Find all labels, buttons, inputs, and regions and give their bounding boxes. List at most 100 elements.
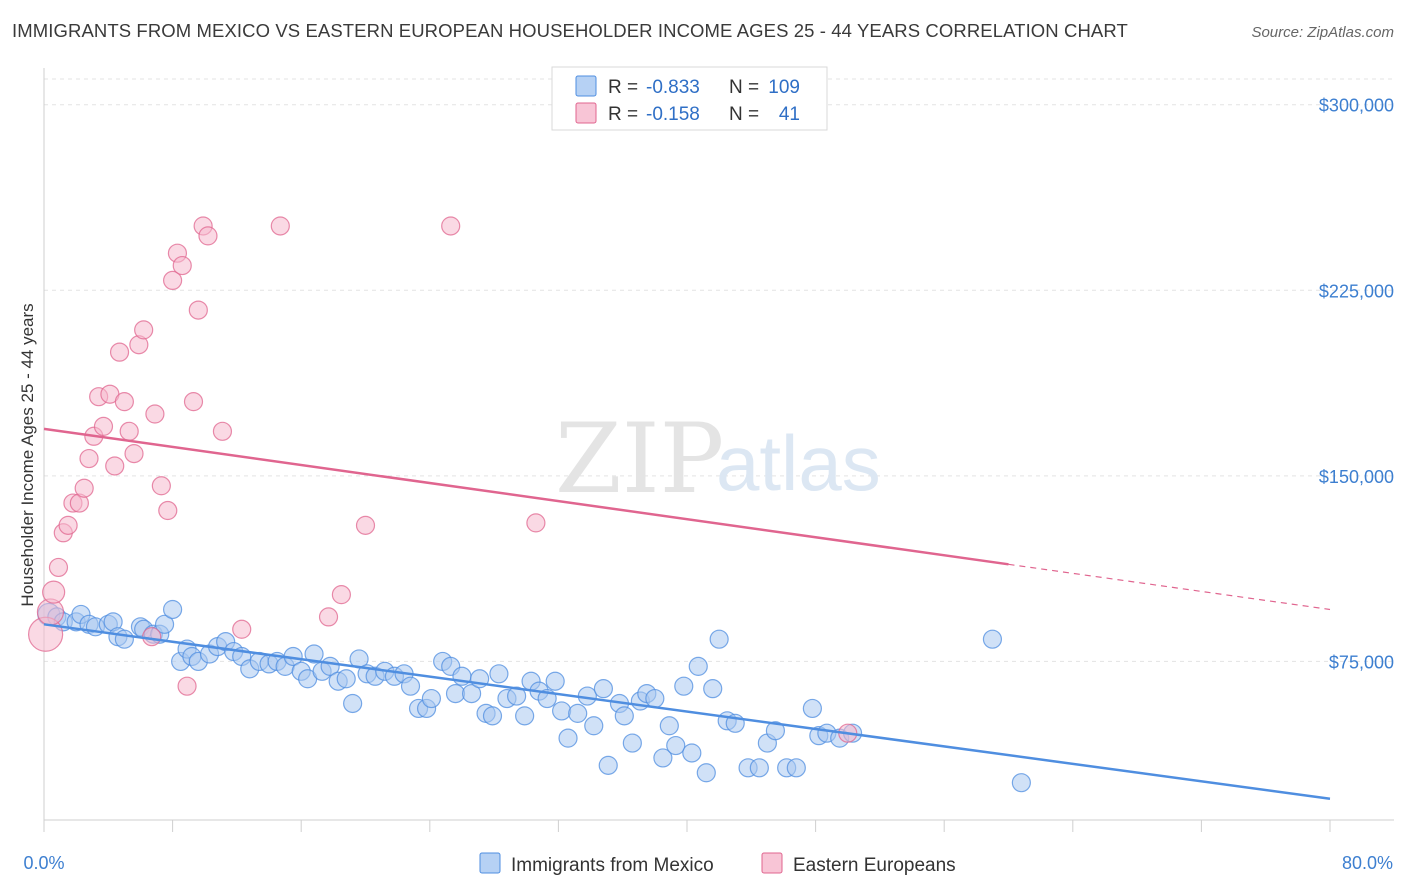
legend-n-value-mexico: 109 [768,77,800,98]
point-eastern-europeans [114,392,134,412]
point-eastern-europeans [172,255,192,276]
trend-line-eastern [43,427,1009,566]
grid-lines [44,78,1394,662]
y-tick-label: $150,000 [1319,467,1394,487]
legend-r-value-mexico: -0.833 [646,77,700,98]
x-tick-labels: 0.0% 80.0% [23,853,1393,873]
point-immigrants-from-mexico [749,758,769,778]
point-eastern-europeans [183,392,204,412]
point-eastern-europeans [441,216,461,236]
point-immigrants-from-mexico [674,676,694,696]
trend-lines [43,427,1331,800]
point-immigrants-from-mexico [343,693,363,714]
chart-title: IMMIGRANTS FROM MEXICO VS EASTERN EUROPE… [12,20,1128,41]
point-eastern-europeans [48,557,69,578]
y-axis-title: Householder Income Ages 25 - 44 years [18,303,37,606]
point-eastern-europeans [42,580,66,604]
point-immigrants-from-mexico [445,683,466,704]
point-immigrants-from-mexico [645,688,665,709]
point-eastern-europeans [124,444,144,464]
axes [43,68,1394,832]
point-eastern-europeans [270,216,290,236]
point-eastern-europeans [526,513,546,533]
point-immigrants-from-mexico [666,735,686,756]
point-immigrants-from-mexico [515,706,535,726]
point-eastern-europeans [79,448,99,469]
point-eastern-europeans [105,456,125,476]
point-immigrants-from-mexico [709,629,729,649]
point-eastern-europeans [198,226,218,246]
point-immigrants-from-mexico [688,656,708,676]
point-immigrants-from-mexico [1011,773,1031,793]
bottom-legend: Immigrants from Mexico Eastern Europeans [479,852,956,876]
legend-n-label-eastern: N = [729,104,759,125]
legend-r-value-eastern: -0.158 [646,104,700,125]
point-immigrants-from-mexico [489,664,509,684]
point-immigrants-from-mexico [421,688,442,709]
point-eastern-europeans [119,421,139,441]
watermark-atlas: atlas [716,419,881,507]
legend-r-label-eastern: R = [608,104,638,125]
point-eastern-europeans [331,585,351,605]
point-eastern-europeans [74,478,94,498]
trend-line-eastern-extension [1008,563,1331,611]
point-immigrants-from-mexico [622,733,642,753]
y-tick-label: $300,000 [1319,96,1394,116]
point-eastern-europeans [318,607,339,627]
point-eastern-europeans [58,515,78,535]
point-immigrants-from-mexico [982,629,1003,649]
point-immigrants-from-mexico [114,629,134,649]
point-immigrants-from-mexico [584,716,604,736]
point-immigrants-from-mexico [703,679,723,699]
point-immigrants-from-mexico [461,683,482,704]
legend-swatch-mexico [575,75,597,97]
point-eastern-europeans [232,619,252,639]
point-immigrants-from-mexico [545,671,565,691]
point-immigrants-from-mexico [400,676,421,696]
point-immigrants-from-mexico [802,698,822,719]
watermark: ZIP atlas [555,403,881,515]
point-immigrants-from-mexico [552,701,572,721]
point-eastern-europeans [109,342,130,362]
trend-line-mexico [43,623,1331,800]
point-eastern-europeans [355,515,376,535]
point-immigrants-from-mexico [304,644,324,664]
point-eastern-europeans [177,676,197,696]
point-eastern-europeans [163,270,183,291]
bottom-legend-swatch-mexico [479,852,501,874]
point-eastern-europeans [142,627,162,647]
point-immigrants-from-mexico [336,669,356,689]
point-immigrants-from-mexico [558,728,578,748]
point-immigrants-from-mexico [659,716,679,736]
point-immigrants-from-mexico [154,614,175,634]
point-immigrants-from-mexico [765,721,786,741]
legend-n-value-eastern: 41 [779,104,800,125]
point-immigrants-from-mexico [598,755,618,775]
point-immigrants-from-mexico [507,686,527,706]
point-eastern-europeans [212,421,233,441]
point-immigrants-from-mexico [786,758,806,778]
point-immigrants-from-mexico [614,706,634,726]
legend-r-label-mexico: R = [608,77,638,98]
point-eastern-europeans [93,416,114,436]
point-eastern-europeans [151,476,171,496]
point-immigrants-from-mexico [696,763,716,783]
stats-legend: R = -0.833 N = 109 R = -0.158 N = 41 [551,66,828,131]
stats-legend-box [551,66,828,131]
legend-swatch-eastern [575,102,597,124]
point-eastern-europeans [188,300,208,320]
x-tick-label-start: 0.0% [23,853,64,873]
y-tick-labels: $300,000 $225,000 $150,000 $75,000 [1319,96,1394,673]
scatter-points [28,216,1031,793]
y-tick-label: $225,000 [1319,281,1394,301]
point-eastern-europeans [145,404,165,424]
point-eastern-europeans [134,320,154,340]
legend-n-label-mexico: N = [729,77,759,98]
source-credit: Source: ZipAtlas.com [1251,24,1394,41]
point-immigrants-from-mexico [482,706,503,726]
bottom-legend-swatch-eastern [761,852,783,874]
x-tick-label-end: 80.0% [1342,853,1393,873]
point-eastern-europeans [158,500,178,521]
point-immigrants-from-mexico [682,743,702,763]
